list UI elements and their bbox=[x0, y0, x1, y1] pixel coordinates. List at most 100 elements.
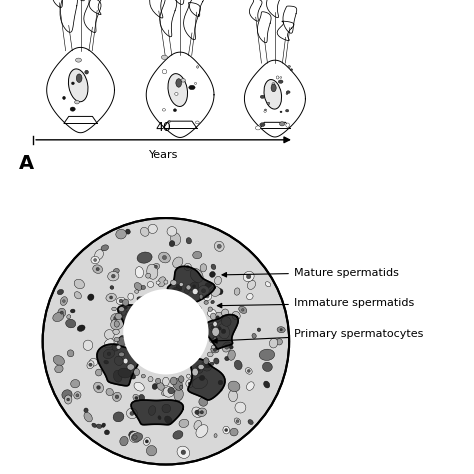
Ellipse shape bbox=[190, 268, 203, 283]
Ellipse shape bbox=[112, 307, 117, 311]
Ellipse shape bbox=[114, 356, 123, 365]
Ellipse shape bbox=[276, 339, 283, 345]
Ellipse shape bbox=[94, 258, 97, 262]
Ellipse shape bbox=[135, 267, 144, 278]
Text: Primary spermatocytes: Primary spermatocytes bbox=[212, 329, 423, 343]
Ellipse shape bbox=[104, 430, 109, 435]
Ellipse shape bbox=[208, 365, 210, 367]
Ellipse shape bbox=[87, 361, 94, 369]
Ellipse shape bbox=[96, 424, 102, 428]
Ellipse shape bbox=[221, 317, 231, 326]
Ellipse shape bbox=[173, 257, 183, 268]
Ellipse shape bbox=[181, 450, 186, 455]
Ellipse shape bbox=[118, 352, 125, 357]
Ellipse shape bbox=[217, 244, 221, 248]
Ellipse shape bbox=[159, 252, 170, 263]
Ellipse shape bbox=[129, 432, 140, 443]
Ellipse shape bbox=[141, 374, 146, 378]
Ellipse shape bbox=[110, 286, 114, 289]
Text: 40: 40 bbox=[155, 121, 172, 134]
Ellipse shape bbox=[171, 233, 181, 246]
Ellipse shape bbox=[193, 380, 196, 384]
Ellipse shape bbox=[74, 392, 81, 399]
Ellipse shape bbox=[111, 314, 121, 323]
Ellipse shape bbox=[271, 84, 276, 92]
Ellipse shape bbox=[222, 342, 231, 352]
Ellipse shape bbox=[210, 362, 214, 365]
Ellipse shape bbox=[264, 109, 266, 110]
Ellipse shape bbox=[53, 356, 64, 365]
Ellipse shape bbox=[204, 301, 209, 304]
Ellipse shape bbox=[200, 410, 203, 414]
Ellipse shape bbox=[192, 305, 202, 317]
Ellipse shape bbox=[53, 312, 64, 321]
Ellipse shape bbox=[277, 327, 285, 333]
Ellipse shape bbox=[184, 264, 191, 271]
Ellipse shape bbox=[156, 281, 160, 284]
Ellipse shape bbox=[135, 290, 139, 293]
Ellipse shape bbox=[148, 376, 153, 382]
Ellipse shape bbox=[286, 123, 290, 127]
Ellipse shape bbox=[278, 80, 283, 83]
Ellipse shape bbox=[205, 364, 209, 368]
Ellipse shape bbox=[140, 296, 150, 307]
Ellipse shape bbox=[234, 360, 242, 370]
Ellipse shape bbox=[194, 82, 197, 84]
Ellipse shape bbox=[168, 387, 174, 394]
Ellipse shape bbox=[67, 398, 70, 401]
Ellipse shape bbox=[124, 306, 128, 309]
Ellipse shape bbox=[83, 340, 93, 350]
Ellipse shape bbox=[157, 383, 164, 390]
Ellipse shape bbox=[135, 396, 138, 400]
Ellipse shape bbox=[173, 378, 182, 390]
Ellipse shape bbox=[134, 368, 139, 376]
Ellipse shape bbox=[64, 395, 72, 404]
Ellipse shape bbox=[228, 381, 240, 392]
Ellipse shape bbox=[213, 348, 217, 351]
Ellipse shape bbox=[168, 73, 188, 107]
Ellipse shape bbox=[285, 109, 289, 112]
Ellipse shape bbox=[185, 288, 190, 294]
Ellipse shape bbox=[115, 395, 119, 399]
Ellipse shape bbox=[167, 227, 177, 236]
Ellipse shape bbox=[141, 285, 146, 290]
Ellipse shape bbox=[89, 363, 92, 366]
Ellipse shape bbox=[198, 368, 201, 371]
Ellipse shape bbox=[106, 388, 113, 396]
Ellipse shape bbox=[118, 307, 125, 312]
Ellipse shape bbox=[75, 58, 82, 62]
Ellipse shape bbox=[216, 316, 219, 319]
Ellipse shape bbox=[66, 319, 76, 328]
Ellipse shape bbox=[214, 434, 217, 438]
Ellipse shape bbox=[117, 337, 127, 346]
Ellipse shape bbox=[101, 423, 105, 428]
Ellipse shape bbox=[162, 109, 165, 111]
Ellipse shape bbox=[211, 346, 215, 349]
Ellipse shape bbox=[206, 326, 217, 339]
Ellipse shape bbox=[163, 377, 169, 386]
Ellipse shape bbox=[155, 378, 161, 383]
Ellipse shape bbox=[264, 80, 282, 109]
Ellipse shape bbox=[148, 406, 155, 415]
Ellipse shape bbox=[176, 284, 182, 291]
Ellipse shape bbox=[211, 326, 214, 329]
Ellipse shape bbox=[239, 306, 247, 313]
Ellipse shape bbox=[186, 237, 191, 244]
Ellipse shape bbox=[286, 93, 288, 94]
Ellipse shape bbox=[130, 411, 134, 416]
Ellipse shape bbox=[74, 279, 84, 289]
Ellipse shape bbox=[248, 419, 253, 425]
Ellipse shape bbox=[223, 426, 229, 434]
Ellipse shape bbox=[113, 329, 119, 335]
Ellipse shape bbox=[116, 229, 127, 239]
Text: Years: Years bbox=[149, 150, 178, 160]
Ellipse shape bbox=[120, 437, 128, 446]
Ellipse shape bbox=[218, 324, 229, 339]
Ellipse shape bbox=[113, 370, 122, 382]
Ellipse shape bbox=[205, 283, 212, 288]
Ellipse shape bbox=[137, 296, 150, 308]
Ellipse shape bbox=[221, 309, 228, 317]
Ellipse shape bbox=[234, 418, 241, 424]
Ellipse shape bbox=[211, 301, 214, 304]
Ellipse shape bbox=[162, 69, 167, 74]
